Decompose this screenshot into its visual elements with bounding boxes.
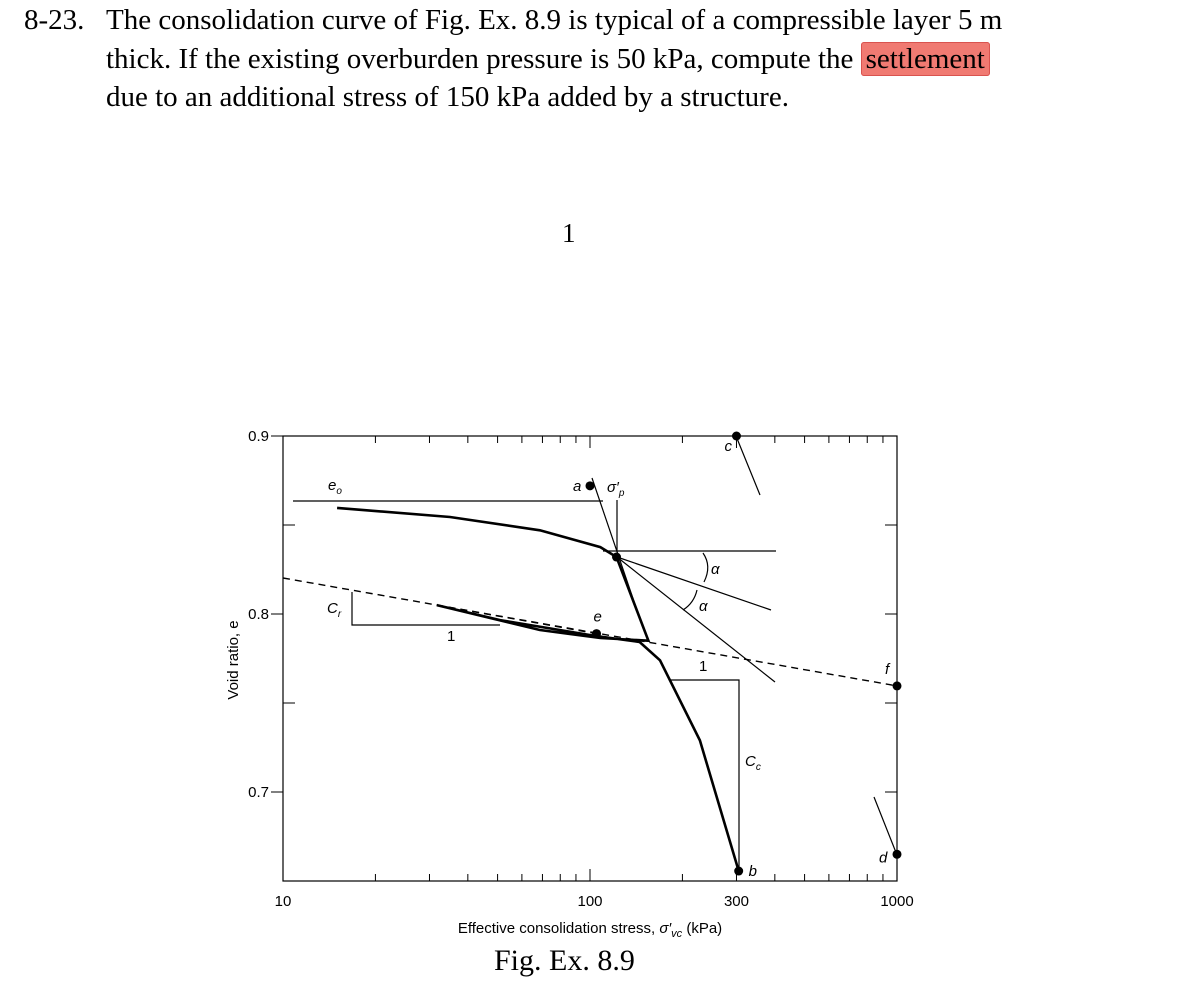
construction-line <box>735 435 761 496</box>
angle-arc <box>682 589 698 611</box>
data-point <box>592 629 602 639</box>
page-number: 1 <box>562 218 576 248</box>
angle-arc <box>702 552 709 583</box>
construction-lines <box>293 435 898 871</box>
point-label: e <box>594 609 602 626</box>
data-point <box>892 849 902 859</box>
data-point <box>892 681 902 691</box>
curve <box>282 577 898 687</box>
x-axis-label-part: vc <box>671 928 683 940</box>
slope-triangle <box>669 679 740 871</box>
y-tick-label: 0.7 <box>248 784 269 801</box>
annotation: eo <box>328 477 342 497</box>
annotation-text: C <box>327 600 338 617</box>
data-point <box>612 552 622 562</box>
problem-text: thick. If the existing overburden pressu… <box>106 43 854 75</box>
annotation-sub: o <box>336 486 342 497</box>
x-tick-label: 100 <box>577 893 602 910</box>
x-axis-label-part: (kPa) <box>682 920 722 937</box>
annotation-sub: r <box>338 609 342 620</box>
annotation: α <box>711 561 720 578</box>
point-label: f <box>885 661 891 678</box>
annotation: 1 <box>447 628 455 645</box>
x-axis-label: Effective consolidation stress, σ′vc (kP… <box>458 920 722 940</box>
data-point <box>731 431 741 441</box>
construction-line <box>873 796 898 856</box>
x-axis-label-part: σ′ <box>659 920 672 937</box>
annotation-text: 1 <box>447 628 455 645</box>
curve <box>436 604 597 635</box>
annotation: 1 <box>699 658 707 675</box>
annotation-text: e <box>328 477 336 494</box>
data-point <box>585 481 595 491</box>
annotation: σ′p <box>607 479 625 499</box>
figure-caption: Fig. Ex. 8.9 <box>494 944 635 977</box>
problem-line: due to an additional stress of 150 kPa a… <box>106 81 789 113</box>
x-tick-label: 1000 <box>880 893 913 910</box>
slope-triangle <box>351 592 500 626</box>
construction-line <box>616 556 772 611</box>
annotation-text: σ′ <box>607 479 620 496</box>
curve <box>336 506 740 872</box>
problem-line: thick. If the existing overburden pressu… <box>106 42 990 76</box>
point-label: d <box>879 849 888 866</box>
annotation: Cc <box>745 753 761 773</box>
plot-frame <box>282 435 898 882</box>
point-label: b <box>749 863 757 880</box>
annotation-text: C <box>745 753 756 770</box>
x-tick-label: 10 <box>275 893 292 910</box>
construction-line <box>616 556 776 683</box>
annotation-text: α <box>699 598 708 615</box>
annotation: α <box>699 598 708 615</box>
problem-number: 8-23. <box>24 4 85 36</box>
annotation-sub: c <box>756 762 761 773</box>
highlight: settlement <box>860 42 990 76</box>
x-axis-label-part: Effective consolidation stress, <box>458 920 660 937</box>
annotation-text: 1 <box>699 658 707 675</box>
annotation-sub: p <box>618 488 625 499</box>
data-point <box>734 866 744 876</box>
x-tick-label: 300 <box>724 893 749 910</box>
y-tick-label: 0.9 <box>248 428 269 445</box>
problem-line: The consolidation curve of Fig. Ex. 8.9 … <box>106 4 1003 36</box>
point-label: a <box>573 478 581 495</box>
annotation-text: α <box>711 561 720 578</box>
point-label: c <box>724 438 732 455</box>
annotation: Cr <box>327 600 342 620</box>
y-axis-label: Void ratio, e <box>225 620 242 699</box>
y-tick-label: 0.8 <box>248 606 269 623</box>
